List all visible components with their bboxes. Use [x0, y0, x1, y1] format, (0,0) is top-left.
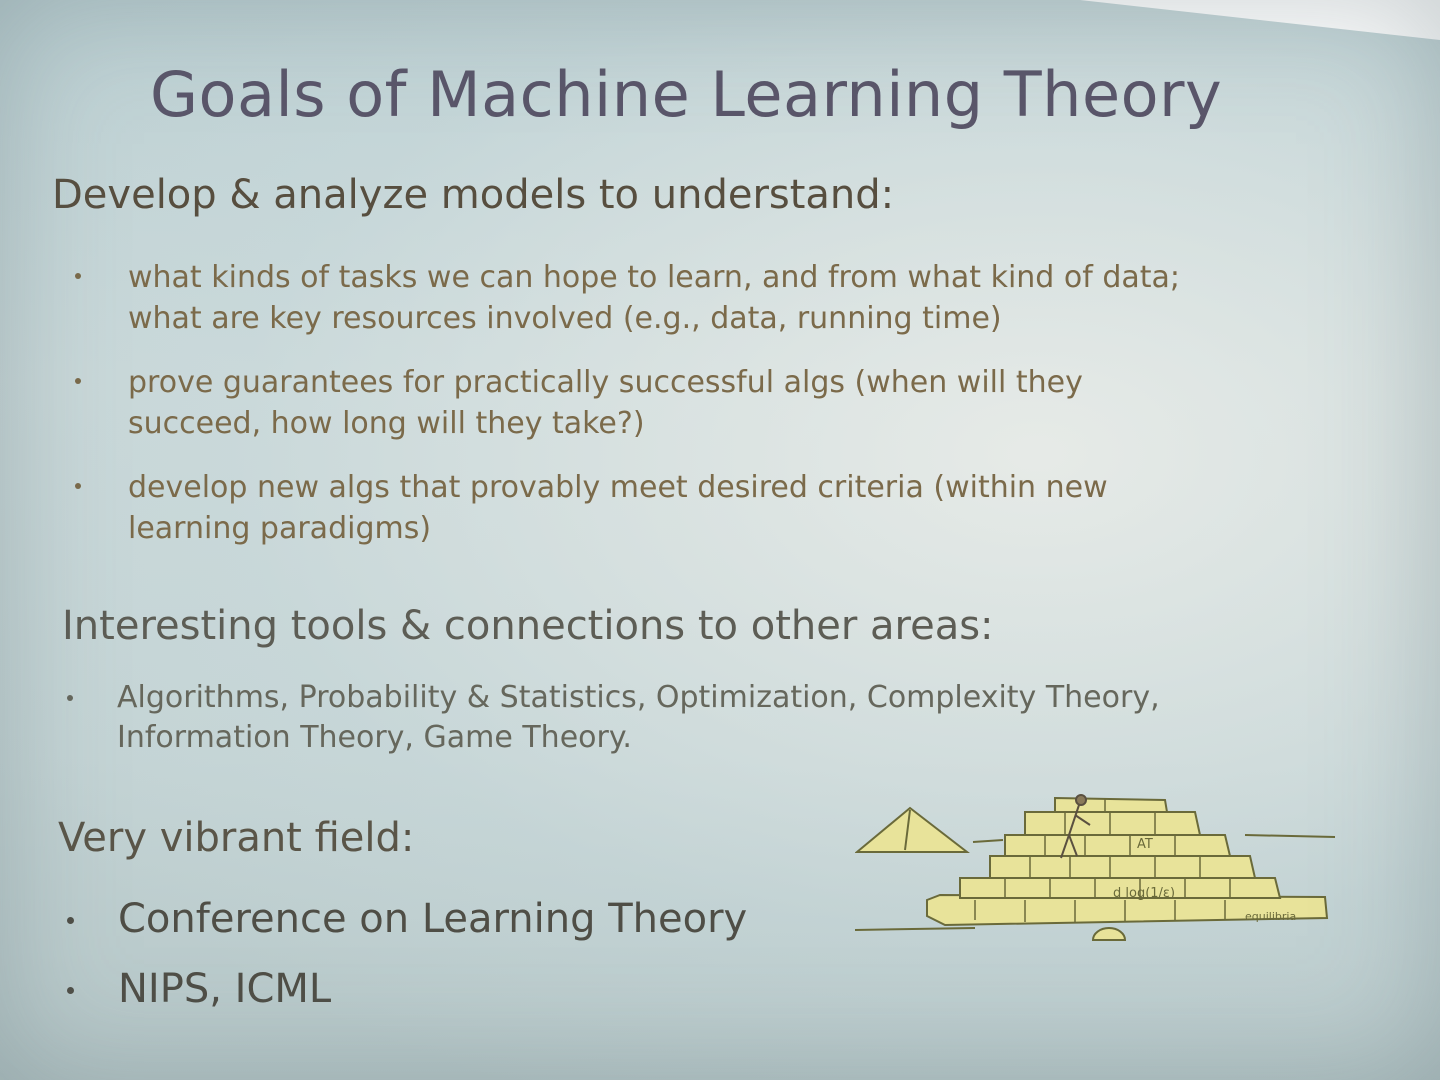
slide-title: Goals of Machine Learning Theory [150, 58, 1223, 131]
pyramid-tier [926, 893, 1329, 927]
pyramid-tier [1054, 796, 1169, 813]
bullet-text: Conference on Learning Theory [118, 896, 748, 942]
bullet-line: what are key resources involved (e.g., d… [128, 301, 1002, 336]
list-item: develop new algs that provably meet desi… [75, 467, 1348, 549]
small-pyramid [855, 806, 970, 853]
pyramid-tier [1004, 834, 1232, 857]
list-item: what kinds of tasks we can hope to learn… [75, 257, 1348, 339]
bullet-icon [67, 987, 74, 994]
bullet-icon [67, 695, 73, 701]
section-heading-vibrant: Very vibrant field: [58, 815, 415, 861]
corner-mask [1080, 0, 1440, 40]
venues-bullet-list: Conference on Learning Theory NIPS, ICML [67, 893, 748, 1033]
bullet-line: Information Theory, Game Theory. [117, 720, 632, 755]
list-item: NIPS, ICML [67, 963, 747, 1015]
pyramid-construction-icon: AT d log(1/ε) equilibria [855, 794, 1336, 941]
list-item: Conference on Learning Theory [67, 893, 748, 945]
bullet-icon [75, 483, 81, 489]
list-item: prove guarantees for practically success… [75, 362, 1348, 444]
bullet-icon [75, 378, 81, 384]
worker-figure [1060, 794, 1091, 859]
areas-bullet-list: Algorithms, Probability & Statistics, Op… [67, 678, 1337, 758]
section-heading-develop: Develop & analyze models to understand: [52, 172, 895, 218]
bullet-icon [67, 917, 74, 924]
illustration-label: AT [1137, 837, 1153, 852]
illustration-label: d log(1/ε) [1113, 886, 1175, 901]
illustration-label: equilibria [1245, 910, 1296, 923]
bullet-line: Algorithms, Probability & Statistics, Op… [117, 680, 1160, 715]
bullet-line: succeed, how long will they take?) [128, 406, 645, 441]
ground-line [855, 927, 976, 931]
pyramid-tier [1024, 811, 1202, 836]
bullet-line: what kinds of tasks we can hope to learn… [128, 260, 1181, 295]
goals-bullet-list: what kinds of tasks we can hope to learn… [75, 257, 1348, 572]
horizon-line [1244, 834, 1336, 838]
bullet-icon [75, 273, 81, 279]
bullet-line: develop new algs that provably meet desi… [128, 470, 1108, 505]
bullet-line: prove guarantees for practically success… [128, 365, 1083, 400]
bullet-line: learning paradigms) [128, 511, 432, 546]
list-item: Algorithms, Probability & Statistics, Op… [67, 678, 1337, 758]
section-heading-tools: Interesting tools & connections to other… [62, 603, 994, 649]
bullet-text: NIPS, ICML [118, 966, 332, 1012]
